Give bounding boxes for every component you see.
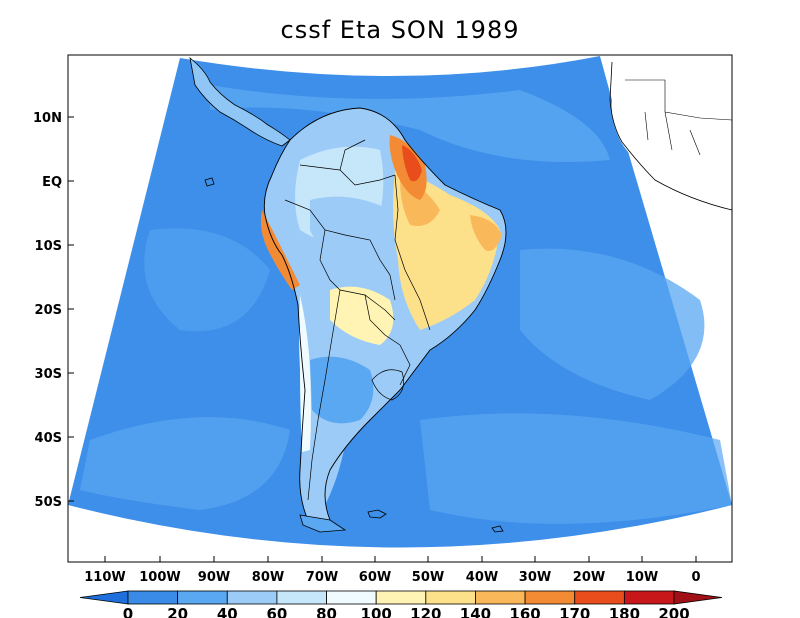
colorbar-label: 0 — [123, 605, 133, 618]
colorbar-swatch — [226, 590, 278, 605]
ocean-band-pacific — [144, 228, 270, 332]
colorbar-arrow-high — [673, 590, 723, 605]
lat-label-10n: 10N — [33, 111, 62, 126]
lon-label-80w: 80W — [252, 570, 284, 585]
land-guiana-hottest — [402, 145, 422, 182]
galapagos-islands — [204, 177, 215, 187]
land-andes-coast-hot — [260, 210, 300, 290]
land-amazon — [310, 196, 391, 260]
lon-label-50w: 50W — [412, 570, 444, 585]
colorbar-label: 180 — [609, 605, 640, 618]
colorbar-swatch — [475, 590, 526, 605]
lon-label-110w: 110W — [84, 570, 125, 585]
colorbar-label: 100 — [361, 605, 392, 618]
colorbar-swatch — [524, 590, 576, 605]
africa-coast — [609, 61, 732, 211]
lon-label-60w: 60W — [359, 570, 391, 585]
falkland-islands — [367, 509, 387, 519]
colorbar-swatch — [326, 590, 377, 605]
land-east-coast — [470, 215, 502, 251]
colorbar-label: 200 — [658, 605, 689, 618]
ocean-band-south — [420, 413, 732, 524]
land-central-warm — [330, 286, 394, 345]
colorbar-swatch — [574, 590, 625, 605]
lon-label-20w: 20W — [573, 570, 605, 585]
lon-label-100w: 100W — [139, 570, 180, 585]
lat-label-eq: EQ — [42, 175, 62, 190]
central-america-land — [189, 57, 291, 147]
lon-label-90w: 90W — [198, 570, 230, 585]
lon-label-0: 0 — [691, 570, 700, 585]
map-title: cssf Eta SON 1989 — [280, 16, 520, 44]
colorbar-label: 20 — [167, 605, 188, 618]
colorbar-arrow-low — [79, 590, 129, 605]
lat-axis: 10N EQ 10S 20S 30S 40S 50S — [33, 111, 74, 510]
lon-label-40w: 40W — [466, 570, 498, 585]
colorbar-swatch — [177, 590, 228, 605]
colorbar-label: 140 — [460, 605, 491, 618]
colorbar-swatch — [276, 590, 327, 605]
lon-label-70w: 70W — [306, 570, 338, 585]
colorbar-label: 120 — [410, 605, 441, 618]
colorbar-swatch — [375, 590, 427, 605]
lat-label-30s: 30S — [35, 367, 62, 382]
colorbar-label: 170 — [559, 605, 590, 618]
lon-label-10w: 10W — [626, 570, 658, 585]
colorbar-label: 40 — [217, 605, 238, 618]
ocean-band-east — [520, 248, 705, 400]
ocean-band-north — [210, 85, 610, 162]
lat-label-50s: 50S — [35, 495, 62, 510]
lat-label-20s: 20S — [35, 303, 62, 318]
africa-land — [600, 56, 732, 230]
south-georgia-island — [491, 525, 504, 533]
colorbar-label: 160 — [509, 605, 540, 618]
colorbar-swatch — [623, 590, 675, 605]
colorbar-swatch — [425, 590, 476, 605]
colorbar-label: 80 — [316, 605, 337, 618]
country-borders — [263, 107, 507, 526]
ocean-band-west — [80, 417, 290, 510]
colorbar: 0 20 40 60 80 100 120 140 160 170 180 200 — [79, 590, 723, 618]
lon-axis: 110W 100W 90W 80W 70W 60W 50W 40W 30W 20… — [84, 556, 701, 585]
lon-label-30w: 30W — [519, 570, 551, 585]
land-andes-light — [299, 295, 311, 452]
colorbar-label: 60 — [266, 605, 287, 618]
africa-borders — [625, 79, 732, 156]
lat-label-40s: 40S — [35, 431, 62, 446]
tierra-del-fuego — [299, 514, 347, 533]
colorbar-swatch — [127, 590, 179, 605]
lat-label-10s: 10S — [35, 239, 62, 254]
